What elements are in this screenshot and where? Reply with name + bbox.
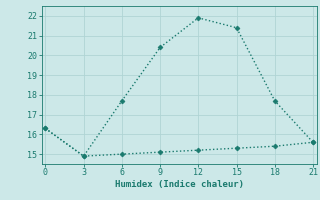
X-axis label: Humidex (Indice chaleur): Humidex (Indice chaleur) — [115, 180, 244, 189]
